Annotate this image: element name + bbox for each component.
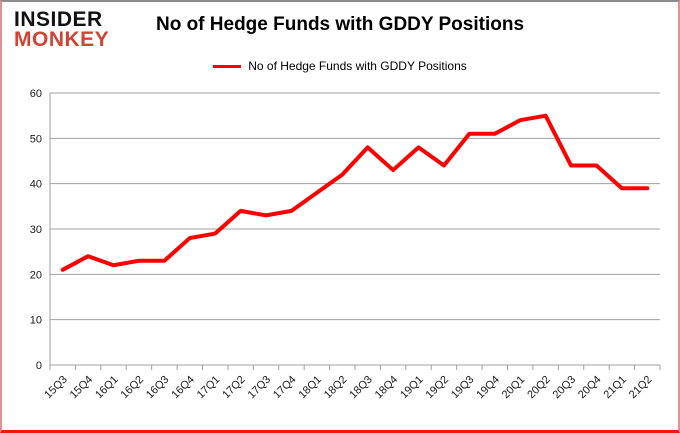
x-axis-label: 19Q1 (398, 374, 426, 402)
x-axis-label: 20Q2 (525, 374, 553, 402)
series-line-hedge-funds (60, 113, 650, 272)
x-axis-label: 20Q3 (551, 374, 579, 402)
x-axis-label: 17Q3 (246, 374, 274, 402)
chart-title: No of Hedge Funds with GDDY Positions (155, 14, 525, 35)
x-axis-label: 16Q4 (169, 374, 197, 402)
y-axis-label: 30 (30, 224, 42, 236)
x-axis-label: 18Q2 (322, 374, 350, 402)
y-axis-label: 0 (36, 360, 42, 372)
x-axis-label: 19Q2 (424, 374, 452, 402)
x-axis-label: 21Q2 (627, 374, 655, 402)
x-axis-label: 16Q1 (93, 374, 121, 402)
x-axis-label: 16Q3 (144, 374, 172, 402)
legend-line-swatch (213, 64, 242, 68)
x-axis-label: 17Q1 (195, 374, 223, 402)
x-axis-label: 18Q3 (347, 374, 375, 402)
legend: No of Hedge Funds with GDDY Positions (2, 59, 678, 73)
x-axis-label: 21Q1 (601, 374, 629, 402)
x-axis-label: 18Q1 (296, 374, 324, 402)
logo-line-monkey: MONKEY (14, 27, 110, 51)
x-axis-label: 20Q1 (500, 374, 528, 402)
y-axis-label: 10 (30, 315, 42, 327)
logo-line-insider: INSIDER (14, 8, 103, 31)
x-axis-label: 19Q4 (474, 374, 502, 402)
y-axis-label: 20 (30, 269, 42, 281)
x-axis-label: 15Q4 (68, 374, 96, 402)
insider-monkey-logo: INSIDER MONKEY (14, 8, 110, 51)
x-axis-label: 19Q3 (449, 374, 477, 402)
y-axis-label: 50 (30, 133, 42, 145)
x-axis-label: 18Q4 (373, 374, 401, 402)
x-axis-label: 20Q4 (576, 374, 604, 402)
x-axis-label: 17Q2 (220, 374, 248, 402)
x-axis-label: 16Q2 (119, 374, 147, 402)
legend-label: No of Hedge Funds with GDDY Positions (248, 59, 467, 73)
y-axis-label: 40 (30, 179, 42, 191)
x-axis-label: 17Q4 (271, 374, 299, 402)
y-axis-label: 60 (30, 88, 42, 100)
x-axis-label: 15Q3 (42, 374, 70, 402)
